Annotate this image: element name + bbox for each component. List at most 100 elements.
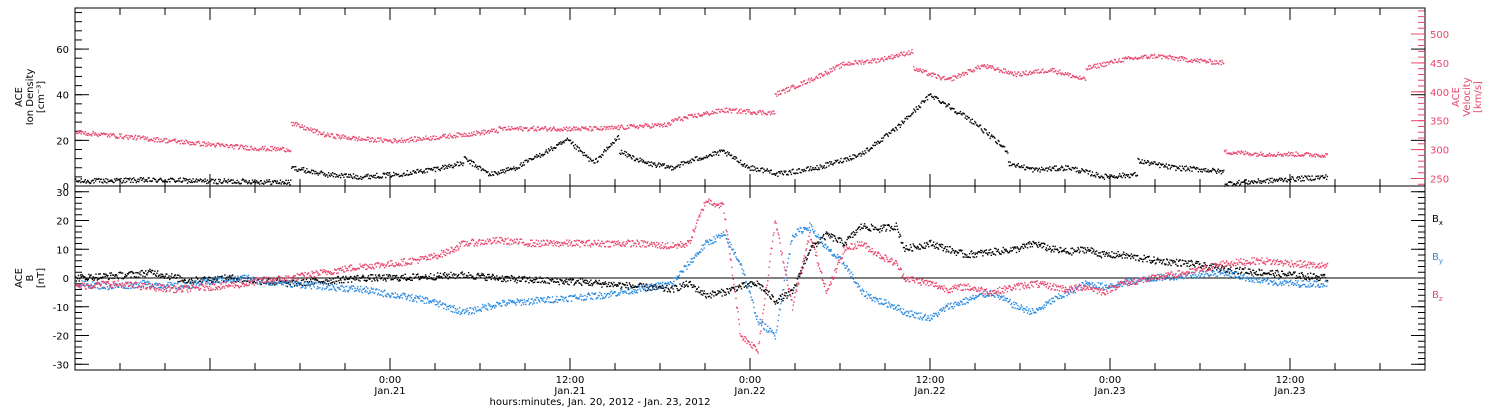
ion-density-point bbox=[837, 162, 840, 164]
ion-density-point bbox=[222, 182, 224, 184]
ion-density-point bbox=[381, 176, 384, 178]
ion-density-point bbox=[671, 169, 673, 171]
b-bx-point bbox=[673, 291, 675, 293]
b-bx-point bbox=[514, 279, 517, 281]
velocity-point bbox=[929, 73, 932, 76]
velocity-point bbox=[198, 142, 201, 144]
b-bx-point bbox=[982, 255, 984, 257]
b-bx-point bbox=[489, 276, 492, 278]
ion-density-point bbox=[1021, 166, 1024, 169]
ion-density-point bbox=[679, 163, 682, 166]
ion-density-point bbox=[1070, 169, 1073, 171]
b-bx-point bbox=[1107, 254, 1110, 256]
b-bx-point bbox=[490, 278, 492, 281]
b-bx-point bbox=[574, 283, 576, 285]
velocity-point bbox=[508, 128, 511, 130]
ion-density-point bbox=[409, 173, 411, 176]
velocity-point bbox=[372, 137, 374, 139]
velocity-point bbox=[627, 127, 629, 129]
velocity-point bbox=[1202, 60, 1204, 62]
ion-density-point bbox=[718, 149, 721, 152]
ion-density-point bbox=[668, 167, 670, 169]
velocity-point bbox=[1090, 67, 1092, 70]
velocity-point bbox=[458, 133, 461, 135]
b-bx-point bbox=[1015, 251, 1018, 254]
velocity-point bbox=[602, 128, 605, 130]
velocity-point bbox=[542, 128, 544, 130]
velocity-point bbox=[308, 129, 310, 131]
ion-density-point bbox=[684, 161, 687, 164]
velocity-point bbox=[478, 131, 480, 134]
velocity-point bbox=[1018, 71, 1020, 73]
b-bx-point bbox=[1123, 251, 1125, 253]
b-bx-point bbox=[444, 272, 446, 274]
velocity-point bbox=[405, 141, 407, 143]
velocity-point bbox=[754, 112, 757, 114]
b-bx-point bbox=[881, 227, 884, 230]
ion-density-point bbox=[1207, 169, 1209, 171]
b-bx-point bbox=[872, 225, 874, 227]
ion-density-point bbox=[1249, 182, 1251, 184]
velocity-point bbox=[1010, 72, 1013, 75]
velocity-point bbox=[1065, 73, 1067, 75]
velocity-point bbox=[321, 132, 323, 135]
b-bx-point bbox=[470, 276, 473, 279]
ion-density-point bbox=[953, 108, 955, 110]
ion-density-point bbox=[365, 174, 368, 176]
ion-density-point bbox=[643, 161, 645, 163]
ion-density-point bbox=[1276, 178, 1278, 181]
b-bx-point bbox=[95, 273, 97, 275]
velocity-point bbox=[872, 59, 875, 62]
b-bx-point bbox=[629, 283, 631, 286]
velocity-point bbox=[977, 64, 979, 67]
b-bx-point bbox=[480, 274, 482, 276]
b-bx-point bbox=[566, 281, 568, 283]
ion-density-point bbox=[855, 156, 857, 159]
ion-density-point bbox=[584, 154, 586, 156]
b-bx-point bbox=[692, 286, 694, 288]
velocity-point bbox=[974, 66, 977, 69]
b-bx-point bbox=[752, 283, 754, 286]
b-bx-point bbox=[609, 285, 612, 287]
b-bx-point bbox=[253, 280, 255, 283]
velocity-point bbox=[284, 150, 286, 153]
velocity-point bbox=[1048, 69, 1051, 72]
b-bx-point bbox=[1151, 260, 1153, 262]
ion-density-point bbox=[110, 179, 113, 181]
ion-density-point bbox=[633, 156, 635, 158]
ion-density-point bbox=[1308, 179, 1310, 181]
b-bx-point bbox=[429, 273, 432, 275]
ion-density-point bbox=[748, 167, 751, 169]
b-bx-point bbox=[604, 283, 606, 285]
ion-density-point bbox=[1099, 176, 1102, 179]
ion-density-point bbox=[571, 142, 573, 144]
b-bx-point bbox=[950, 251, 953, 253]
ion-density-point bbox=[673, 167, 675, 169]
b-bx-point bbox=[377, 275, 380, 277]
ion-density-point bbox=[705, 156, 707, 159]
ion-density-point bbox=[1049, 166, 1051, 168]
ion-density-point bbox=[235, 182, 238, 184]
velocity-point bbox=[1079, 75, 1081, 78]
velocity-point bbox=[1063, 74, 1066, 76]
ion-density-point bbox=[695, 156, 697, 158]
b-bx-point bbox=[760, 284, 762, 286]
velocity-point bbox=[948, 78, 950, 80]
velocity-point bbox=[785, 88, 787, 90]
b-bx-point bbox=[1038, 241, 1040, 244]
ion-density-point bbox=[1246, 182, 1248, 184]
velocity-point bbox=[805, 83, 807, 85]
ion-density-point bbox=[90, 182, 92, 184]
velocity-point bbox=[1207, 61, 1209, 63]
velocity-point bbox=[465, 133, 467, 135]
ion-density-point bbox=[987, 134, 989, 136]
velocity-point bbox=[289, 150, 291, 153]
b-bx-point bbox=[855, 229, 857, 231]
ion-density-point bbox=[663, 163, 666, 165]
b-bx-point bbox=[424, 276, 426, 278]
velocity-point bbox=[989, 66, 991, 68]
b-bx-point bbox=[392, 278, 394, 281]
b-bx-point bbox=[149, 268, 151, 270]
velocity-point bbox=[924, 70, 927, 72]
velocity-point bbox=[867, 59, 869, 61]
